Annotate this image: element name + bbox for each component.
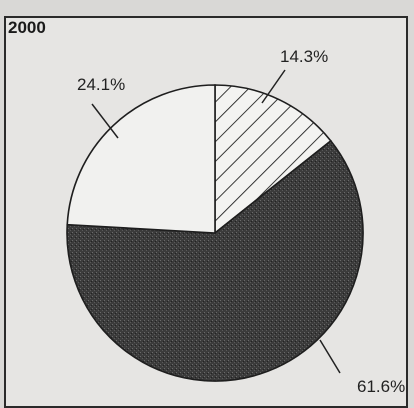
slice-white (66, 84, 216, 234)
slice-white-leader-line (91, 103, 119, 139)
slice-dark-leader-line (319, 339, 341, 374)
slice-hatched (214, 84, 332, 235)
slice-dark-label: 61.6% (357, 377, 405, 396)
slice-hatched-leader-line (261, 69, 286, 104)
slice-hatched-label: 14.3% (280, 47, 328, 66)
chart-title: 2000 (8, 18, 46, 37)
slice-dark (66, 139, 364, 382)
slice-white-label: 24.1% (77, 75, 125, 94)
